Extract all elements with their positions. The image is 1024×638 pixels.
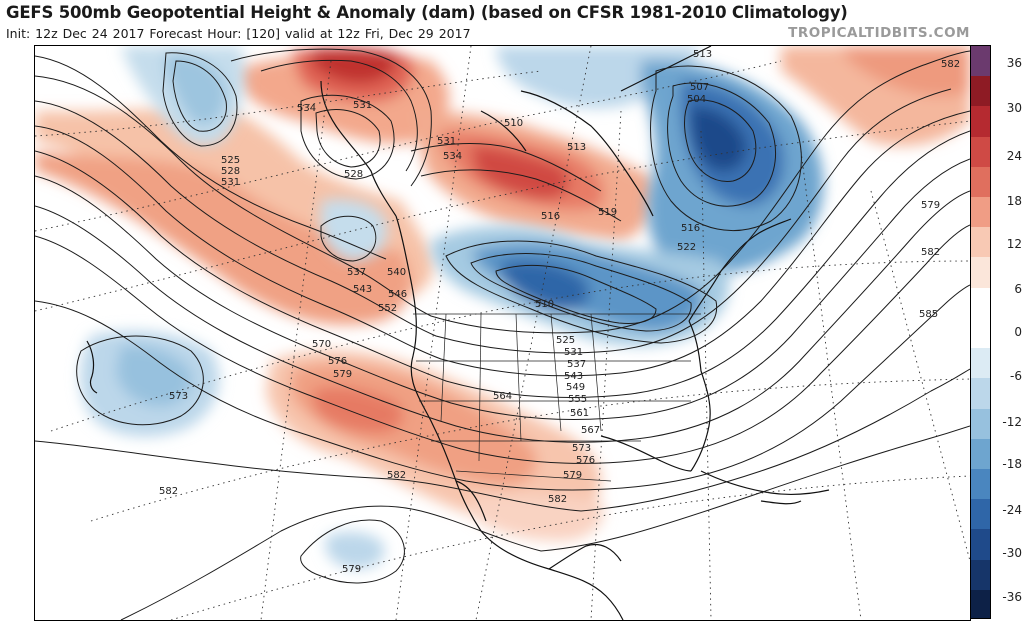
- colorbar-tick-label: 0: [1014, 325, 1022, 339]
- colorbar-tick-label: -36: [1002, 590, 1022, 604]
- colorbar-tick-label: -30: [1002, 546, 1022, 560]
- border-layer: [413, 313, 701, 482]
- contour-label: 546: [388, 289, 407, 300]
- colorbar-segment: [971, 438, 990, 470]
- contour-label: 516: [541, 211, 560, 222]
- contour-label: 573: [169, 391, 188, 402]
- colorbar-segment: [971, 348, 990, 380]
- contour-labels: 534 531 525 528 531 528 531 534 513 510 …: [159, 49, 960, 575]
- contour-label: 579: [342, 564, 361, 575]
- contour-label: 504: [687, 94, 706, 105]
- contour-label: 579: [563, 470, 582, 481]
- contour-label: 567: [581, 425, 600, 436]
- colorbar-tick-label: 24: [1006, 149, 1022, 163]
- map-title: GEFS 500mb Geopotential Height & Anomaly…: [6, 3, 848, 22]
- map-canvas: 534 531 525 528 531 528 531 534 513 510 …: [35, 46, 970, 620]
- colorbar-tick-label: -24: [1002, 503, 1022, 517]
- contour-label: 537: [567, 359, 586, 370]
- anomaly-colorbar: [970, 45, 991, 619]
- contour-label: 516: [681, 223, 700, 234]
- colorbar-tick-label: 6: [1014, 282, 1022, 296]
- contour-label: 585: [919, 309, 938, 320]
- colorbar-segment: [971, 287, 990, 319]
- colorbar-tick-label: -6: [1010, 369, 1022, 383]
- contour-label: 579: [333, 369, 352, 380]
- contour-label: 564: [493, 391, 512, 402]
- contour-label: 525: [556, 335, 575, 346]
- colorbar-segment: [971, 106, 990, 138]
- contour-label: 582: [159, 486, 178, 497]
- colorbar-segment: [971, 46, 990, 78]
- contour-label: 531: [221, 177, 240, 188]
- contour-label: 513: [567, 142, 586, 153]
- contour-label: 543: [564, 371, 583, 382]
- contour-label: 522: [677, 242, 696, 253]
- height-contours: [35, 48, 970, 620]
- colorbar-segment: [971, 468, 990, 501]
- colorbar-segment: [971, 227, 990, 259]
- colorbar-segment: [971, 166, 990, 199]
- map-panel: 534 531 525 528 531 528 531 534 513 510 …: [34, 45, 971, 621]
- colorbar-tick-label: 12: [1006, 237, 1022, 251]
- colorbar-segment: [971, 408, 990, 440]
- contour-label: 513: [693, 49, 712, 60]
- brand-watermark: TROPICALTIDBITS.COM: [788, 25, 970, 41]
- contour-label: 549: [566, 382, 585, 393]
- contour-label: 561: [570, 408, 589, 419]
- contour-label: 534: [297, 103, 316, 114]
- contour-label: 528: [221, 166, 240, 177]
- coastline-layer: [86, 46, 830, 620]
- contour-label: 531: [437, 136, 456, 147]
- contour-label: 525: [221, 155, 240, 166]
- contour-label: 531: [353, 100, 372, 111]
- contour-label: 576: [328, 356, 347, 367]
- colorbar-segment: [971, 136, 990, 168]
- map-subtitle: Init: 12z Dec 24 2017 Forecast Hour: [12…: [6, 26, 471, 41]
- colorbar-tick-label: -18: [1002, 457, 1022, 471]
- colorbar-tick-label: 18: [1006, 194, 1022, 208]
- colorbar-segment: [971, 197, 990, 229]
- contour-label: 537: [347, 267, 366, 278]
- contour-label: 543: [353, 284, 372, 295]
- contour-label: 540: [387, 267, 406, 278]
- contour-label: 579: [921, 200, 940, 211]
- contour-label: 510: [504, 118, 523, 129]
- contour-label: 573: [572, 443, 591, 454]
- colorbar-tick-label: -12: [1002, 415, 1022, 429]
- contour-label: 534: [443, 151, 462, 162]
- colorbar-segment: [971, 76, 990, 108]
- contour-label: 507: [690, 82, 709, 93]
- colorbar-tick-label: 30: [1006, 101, 1022, 115]
- contour-label: 582: [387, 470, 406, 481]
- contour-label: 528: [344, 169, 363, 180]
- colorbar-segment: [971, 559, 990, 591]
- contour-label: 582: [921, 247, 940, 258]
- contour-label: 531: [564, 347, 583, 358]
- contour-label: 570: [312, 339, 331, 350]
- contour-label: 519: [598, 207, 617, 218]
- colorbar-segment: [971, 378, 990, 410]
- graticule-layer: [35, 46, 970, 620]
- contour-label: 582: [941, 59, 960, 70]
- contour-label: 555: [568, 394, 587, 405]
- colorbar-tick-label: 36: [1006, 56, 1022, 70]
- colorbar-segment: [971, 317, 990, 350]
- colorbar-segment: [971, 257, 990, 289]
- colorbar-segment: [971, 529, 990, 561]
- colorbar-segment: [971, 589, 990, 618]
- contour-label: 510: [535, 299, 554, 310]
- colorbar-segment: [971, 499, 990, 531]
- contour-label: 582: [548, 494, 567, 505]
- contour-label: 576: [576, 455, 595, 466]
- colorbar-labels: 36 30 24 18 12 6 0 -6 -12 -18 -24 -30 -36: [994, 45, 1024, 619]
- contour-label: 552: [378, 303, 397, 314]
